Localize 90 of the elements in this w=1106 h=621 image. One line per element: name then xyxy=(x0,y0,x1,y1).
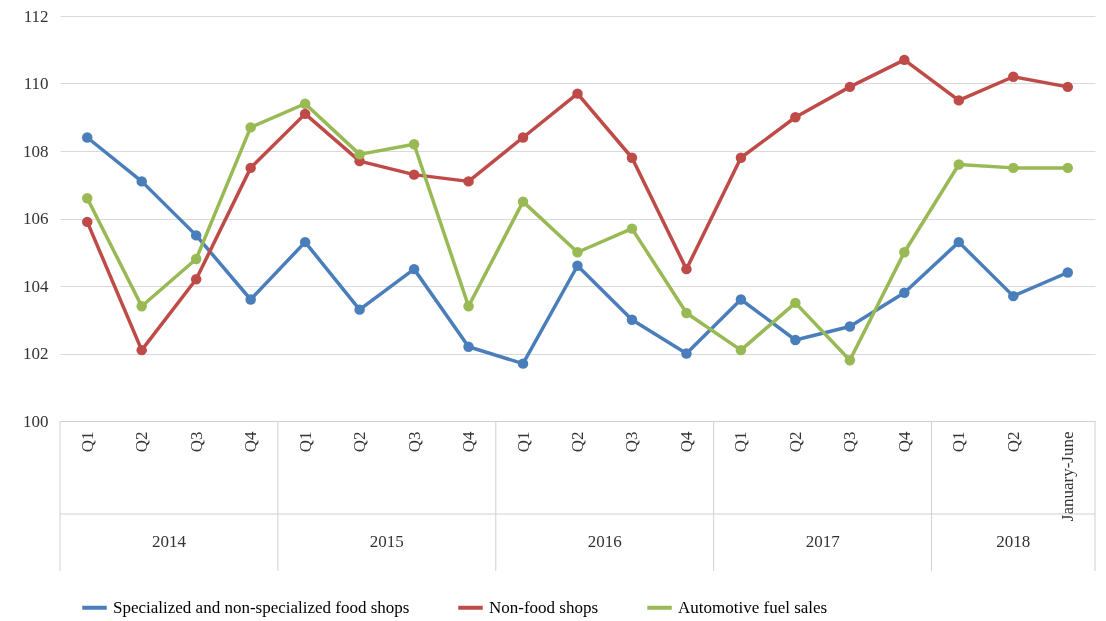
point xyxy=(844,321,856,332)
point xyxy=(136,344,147,356)
point xyxy=(299,98,311,109)
point xyxy=(681,348,692,359)
x-tick-label: Q3 xyxy=(186,431,206,453)
point xyxy=(245,162,256,174)
x-tick-label: January-June xyxy=(1058,431,1078,522)
text: 2014 xyxy=(151,532,187,551)
point xyxy=(1008,71,1019,82)
point xyxy=(81,132,93,143)
point xyxy=(953,159,965,170)
legend-label: Non-food shops xyxy=(489,597,599,617)
y-tick-label: 108 xyxy=(23,141,49,161)
x-tick-label: Q3 xyxy=(622,431,642,453)
point xyxy=(136,301,147,312)
point xyxy=(1008,162,1019,174)
y-tick-label: 100 xyxy=(23,411,49,431)
text: 2015 xyxy=(369,532,404,551)
x-tick-label: Q2 xyxy=(1003,431,1023,453)
point xyxy=(354,304,365,315)
x-tick-label: Q3 xyxy=(404,431,424,453)
y-tick-label: 104 xyxy=(23,276,49,296)
x-tick-label: Q2 xyxy=(568,431,587,453)
x-tick-label: Q1 xyxy=(77,431,97,453)
point xyxy=(790,334,801,346)
text: 2017 xyxy=(805,532,841,551)
point xyxy=(299,108,311,120)
point xyxy=(626,223,638,234)
point xyxy=(735,344,747,356)
point xyxy=(790,112,801,123)
point xyxy=(190,253,202,265)
point xyxy=(735,152,747,163)
x-tick-label: Q1 xyxy=(949,431,969,453)
point xyxy=(626,152,638,163)
point xyxy=(899,54,910,66)
y-tick-label: 102 xyxy=(23,344,49,363)
point xyxy=(517,132,529,143)
point xyxy=(408,169,420,180)
point xyxy=(1062,162,1074,174)
x-tick-label: Q1 xyxy=(513,431,533,453)
point xyxy=(953,95,965,106)
legend-label: Automotive fuel sales xyxy=(678,597,828,617)
point xyxy=(463,341,474,352)
x-tick-label: Q4 xyxy=(241,431,261,453)
point xyxy=(572,247,583,258)
y-tick-label: 106 xyxy=(23,209,49,228)
point xyxy=(953,236,965,248)
point xyxy=(463,301,474,312)
point xyxy=(899,247,910,258)
point xyxy=(408,263,420,275)
point xyxy=(899,287,910,298)
point xyxy=(681,263,692,275)
point xyxy=(517,196,529,207)
point xyxy=(190,274,202,285)
legend-label: Specialized and non-specialized food shops xyxy=(113,597,410,617)
text: 2016 xyxy=(587,532,622,551)
point xyxy=(190,230,202,241)
point xyxy=(572,88,583,99)
y-tick-label: 110 xyxy=(23,74,49,93)
point xyxy=(572,260,583,271)
point xyxy=(517,358,529,369)
point xyxy=(299,236,311,248)
point xyxy=(81,216,93,228)
point xyxy=(354,149,365,160)
x-tick-label: Q2 xyxy=(132,431,152,453)
x-tick-label: Q1 xyxy=(731,431,751,453)
point xyxy=(408,139,420,150)
point xyxy=(626,314,638,325)
point xyxy=(245,294,256,305)
x-tick-label: Q4 xyxy=(676,431,696,453)
x-tick-label: Q4 xyxy=(459,431,479,453)
point xyxy=(463,176,474,187)
x-tick-label: Q3 xyxy=(840,431,860,453)
x-tick-label: Q4 xyxy=(894,431,914,453)
point xyxy=(1008,290,1019,302)
x-tick-label: Q1 xyxy=(295,431,315,453)
text: 2018 xyxy=(996,532,1031,551)
x-tick-label: Q2 xyxy=(350,431,370,453)
point xyxy=(1062,267,1074,278)
x-tick-label: Q2 xyxy=(785,431,805,453)
point xyxy=(681,307,692,319)
point xyxy=(735,294,747,305)
point xyxy=(790,297,801,309)
point xyxy=(245,122,256,133)
point xyxy=(81,193,93,204)
point xyxy=(1062,81,1074,93)
y-tick-label: 112 xyxy=(23,6,49,26)
point xyxy=(844,355,856,366)
point xyxy=(844,81,856,93)
point xyxy=(136,176,147,187)
